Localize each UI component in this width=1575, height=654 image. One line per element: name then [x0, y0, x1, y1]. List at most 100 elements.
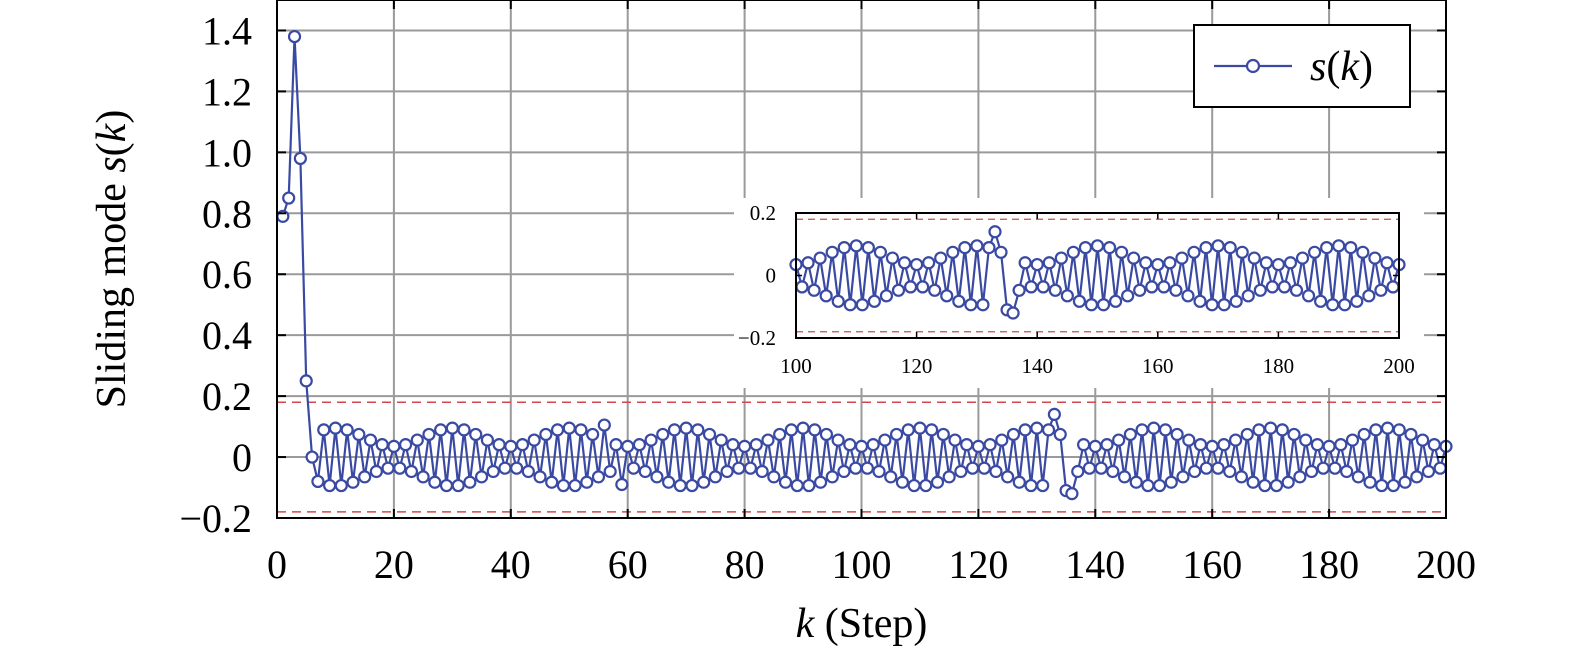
- data-point: [556, 478, 571, 493]
- inset-data-point: [843, 298, 857, 312]
- data-point: [539, 427, 553, 442]
- inset-data-point: [1332, 239, 1346, 253]
- y-tick-label: 0.8: [202, 191, 252, 236]
- inset-data-point: [1265, 280, 1279, 294]
- inset-data-point: [1277, 280, 1292, 294]
- inset-data-point: [1127, 251, 1141, 265]
- data-point: [656, 427, 670, 442]
- data-point: [515, 438, 530, 452]
- inset-data-point: [1175, 251, 1189, 265]
- data-point: [773, 427, 787, 442]
- legend-series-marker: [1245, 58, 1261, 74]
- inset-data-point: [1139, 256, 1153, 270]
- data-point: [615, 477, 629, 492]
- y-tick-label: 0: [232, 435, 252, 480]
- data-point: [510, 461, 524, 475]
- x-axis-label: k (Step): [796, 601, 928, 647]
- data-point: [1082, 461, 1097, 475]
- inset-data-point: [825, 245, 839, 259]
- data-point: [527, 433, 541, 447]
- inset-data-point: [1380, 256, 1394, 270]
- x-tick-label: 60: [608, 542, 648, 587]
- inset-data-point: [1247, 251, 1261, 265]
- y-tick-label: 1.2: [202, 69, 252, 114]
- data-point: [439, 478, 454, 493]
- data-point: [1375, 478, 1389, 493]
- data-point: [977, 461, 991, 475]
- y-tick-label: 1.4: [202, 8, 252, 53]
- data-point: [726, 438, 740, 452]
- data-point: [1205, 439, 1219, 453]
- inset-data-point: [916, 280, 930, 294]
- data-point: [1386, 478, 1400, 493]
- data-point: [422, 427, 436, 442]
- data-point: [1410, 470, 1424, 484]
- data-point: [743, 461, 758, 475]
- inset-data-point: [940, 289, 954, 303]
- data-point: [965, 461, 980, 475]
- inset-data-point: [855, 298, 869, 312]
- inset-data-point: [964, 298, 978, 312]
- data-point: [1316, 461, 1330, 475]
- x-tick-label: 200: [1416, 542, 1476, 587]
- data-point: [1135, 423, 1149, 437]
- inset-data-point: [1211, 239, 1225, 253]
- data-point: [469, 427, 483, 442]
- inset-data-point: [1271, 257, 1286, 272]
- data-point: [907, 478, 921, 493]
- inset-data-point: [1030, 257, 1044, 272]
- data-point: [428, 475, 442, 489]
- main-series: [276, 29, 1453, 501]
- data-point: [387, 439, 401, 453]
- inset-y-tick-label: −0.2: [738, 326, 776, 350]
- inset-data-point: [1006, 306, 1020, 320]
- data-point: [749, 438, 763, 452]
- data-point: [1234, 470, 1249, 484]
- data-point: [790, 478, 804, 493]
- inset-data-point: [1314, 294, 1328, 308]
- data-point: [305, 450, 319, 464]
- inset-data-point: [1048, 283, 1062, 297]
- inset-ticks: [795, 212, 1400, 339]
- data-point: [796, 421, 810, 435]
- data-point: [1193, 438, 1208, 452]
- data-point: [282, 191, 296, 205]
- y-tick-label: 0.6: [202, 252, 252, 297]
- main-ticks: [276, 0, 1447, 519]
- inset-data-point: [946, 245, 960, 259]
- inset-data-point: [867, 294, 881, 308]
- inset-series: [789, 225, 1406, 320]
- data-point: [1036, 478, 1050, 493]
- data-point: [317, 423, 331, 437]
- data-point: [737, 439, 752, 453]
- inset-data-point: [1253, 283, 1267, 297]
- inset-data-point: [873, 245, 888, 259]
- data-point: [1246, 475, 1260, 489]
- inset-data-point: [1060, 289, 1074, 303]
- inset-data-point: [1102, 241, 1117, 255]
- inset-x-tick-label: 120: [901, 354, 933, 378]
- data-point: [808, 423, 822, 437]
- inset-data-point: [1169, 283, 1183, 297]
- data-point: [404, 464, 419, 479]
- inset-data-point: [849, 239, 863, 253]
- data-point: [1293, 470, 1307, 484]
- data-point: [1345, 433, 1360, 447]
- data-point: [398, 438, 413, 452]
- data-point: [1217, 438, 1231, 452]
- main-x-tick-labels: 0 20 40 60 80 100 120 140 160 180 200: [267, 542, 1476, 587]
- inset-data-point: [885, 251, 900, 265]
- inset-data-point: [1283, 256, 1298, 270]
- data-point: [837, 464, 851, 479]
- inset-data-point: [1151, 257, 1165, 272]
- data-point: [843, 438, 857, 452]
- data-point: [293, 151, 307, 166]
- inset-data-point: [1326, 298, 1340, 312]
- data-point: [463, 475, 477, 489]
- data-point: [942, 470, 956, 484]
- inset-data-point: [1362, 289, 1376, 303]
- data-point: [1147, 421, 1161, 435]
- data-point: [1369, 423, 1383, 437]
- data-point: [1264, 421, 1278, 435]
